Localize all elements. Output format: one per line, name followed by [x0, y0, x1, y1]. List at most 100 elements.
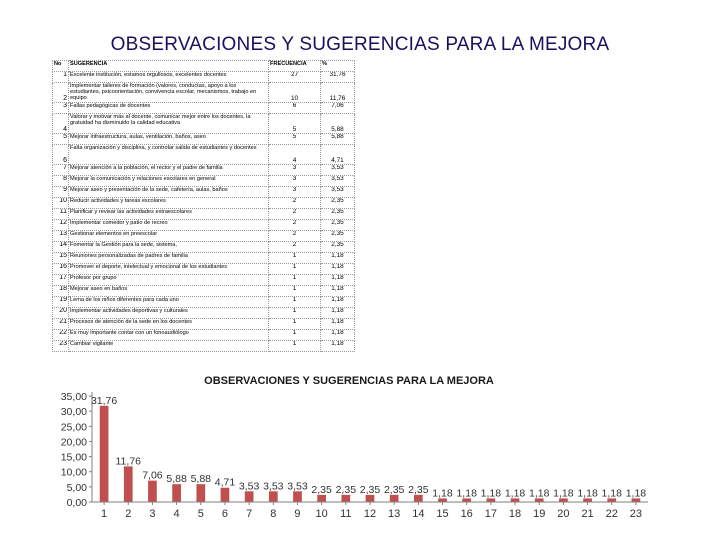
- bar-value-label: 1,18: [456, 487, 477, 499]
- row-number: 6: [52, 144, 69, 165]
- bar-value-label: 2,35: [311, 484, 332, 496]
- row-percentage: 4,71: [320, 144, 355, 165]
- row-frequency: 1: [268, 296, 321, 308]
- row-suggestion: Mejorar aseo en baños: [68, 285, 269, 297]
- row-frequency: 6: [268, 102, 321, 114]
- x-tick-label: 16: [461, 508, 473, 520]
- bar-20: [559, 498, 568, 502]
- table-row: 11 Planificar y revisar las actividades e…: [52, 208, 355, 220]
- bar-12: [365, 494, 375, 502]
- row-frequency: 2: [268, 208, 321, 220]
- row-percentage: 2,35: [320, 197, 355, 209]
- bar-22: [607, 498, 617, 502]
- row-frequency: 4: [268, 144, 321, 165]
- y-tick-label: 35,00: [61, 391, 87, 403]
- bar-value-label: 5,88: [191, 473, 212, 485]
- x-tick-label: 13: [388, 508, 400, 520]
- bar-value-label: 1,18: [626, 487, 647, 499]
- row-percentage: 1,18: [320, 285, 355, 297]
- row-number: 2: [52, 82, 69, 103]
- x-tick-label: 17: [485, 508, 497, 520]
- bar-value-label: 11,76: [116, 455, 142, 467]
- x-tick-label: 21: [581, 508, 593, 520]
- bar-19: [534, 498, 544, 502]
- row-percentage: 1,18: [320, 307, 355, 319]
- row-number: 13: [52, 230, 69, 242]
- row-percentage: 2,35: [320, 241, 355, 253]
- row-number: 15: [52, 252, 69, 264]
- suggestions-table-container: No SUGERENCIA FRECUENCIA % 1 Excelente in…: [52, 60, 355, 352]
- bar-16: [462, 498, 472, 502]
- table-row: 12 Implementar comedor y patio de recreo 2…: [52, 219, 355, 231]
- row-number: 9: [52, 186, 69, 198]
- y-tick-label: 0,00: [67, 497, 88, 509]
- row-suggestion: Profesor por grupo: [68, 274, 269, 286]
- row-number: 8: [52, 175, 69, 187]
- table-row: 23 Cambiar vigilante 1 1,18: [52, 340, 355, 352]
- row-frequency: 1: [268, 307, 321, 319]
- table-row: 10 Reducir actividades y tareas escolares…: [52, 197, 355, 209]
- row-number: 10: [52, 197, 69, 209]
- table-row: 15 Reuniones personalizadas de padres de …: [52, 252, 355, 264]
- bar-1: [99, 405, 109, 502]
- x-tick-label: 2: [125, 508, 131, 520]
- row-percentage: 1,18: [320, 252, 355, 264]
- row-suggestion: Reducir actividades y tareas escolares: [68, 197, 269, 209]
- row-frequency: 2: [268, 241, 321, 253]
- row-frequency: 1: [268, 274, 321, 286]
- bar-15: [438, 498, 447, 502]
- table-row: 5 Mejorar infraestructura, aulas, ventila…: [52, 133, 355, 145]
- row-percentage: 1,18: [320, 263, 355, 275]
- bar-18: [510, 498, 520, 502]
- row-frequency: 3: [268, 175, 321, 187]
- row-suggestion: Fomentar la Gestión para la sede, sistem…: [68, 241, 269, 253]
- x-tick-label: 18: [509, 508, 521, 520]
- bar-value-label: 1,18: [577, 487, 598, 499]
- row-frequency: 2: [268, 230, 321, 242]
- x-axis: 1 2 3 4 5 6 7 8 9 10 11 12 13 14 15 16 17 18 19 20 21 22 23: [92, 501, 648, 520]
- bar-value-label: 2,35: [384, 484, 405, 496]
- bar-value-label: 3,53: [287, 480, 308, 492]
- row-number: 18: [52, 285, 69, 297]
- bars-group: [99, 405, 641, 502]
- bar-6: [220, 487, 230, 502]
- row-suggestion: Es muy importante contar con un fonoaudi…: [68, 329, 269, 341]
- bar-9: [293, 491, 302, 502]
- x-tick-label: 19: [533, 508, 545, 520]
- row-percentage: 3,53: [320, 175, 355, 187]
- x-tick-label: 9: [294, 508, 300, 520]
- row-percentage: 2,35: [320, 219, 355, 231]
- bar-14: [413, 494, 423, 502]
- bar-value-label: 7,06: [142, 470, 163, 482]
- table-row: 4 Valorar y motivar más al docente, comun…: [52, 113, 355, 134]
- row-percentage: 3,53: [320, 164, 355, 176]
- row-suggestion: Implementar actividades deportivas y cul…: [68, 307, 269, 319]
- row-suggestion: Mejorar la comunicación y relaciones esc…: [68, 175, 269, 187]
- x-tick-label: 1: [101, 508, 107, 520]
- row-number: 7: [52, 164, 69, 176]
- bar-value-label: 2,35: [408, 484, 429, 496]
- x-tick-label: 23: [630, 508, 642, 520]
- table-row: 9 Mejorar aseo y presentación de la sede,…: [52, 186, 355, 198]
- table-row: 2 Implementar talleres de formación (valo…: [52, 82, 355, 103]
- row-number: 5: [52, 133, 69, 145]
- table-row: 16 Promover el deporte, intelectual y emo…: [52, 263, 355, 275]
- bar-8: [268, 491, 278, 502]
- x-tick-label: 14: [412, 508, 424, 520]
- y-axis: 0,00 5,00 10,00 15,00 20,00 25,00 30,00 35,00: [61, 391, 93, 509]
- bar-value-label: 31,76: [91, 395, 117, 407]
- row-suggestion: Implementar comedor y patio de recreo: [68, 219, 269, 231]
- y-tick-label: 25,00: [61, 421, 87, 433]
- row-number: 1: [52, 71, 69, 83]
- row-suggestion: Reuniones personalizadas de padres de fa…: [68, 252, 269, 264]
- y-tick-label: 10,00: [61, 467, 87, 479]
- bar-value-label: 1,18: [602, 487, 623, 499]
- row-suggestion: Mejorar infraestructura, aulas, ventilac…: [68, 133, 269, 145]
- row-percentage: 2,35: [320, 230, 355, 242]
- row-suggestion: Mejorar atención a la población, el rect…: [68, 164, 269, 176]
- bar-value-label: 3,53: [239, 480, 260, 492]
- bar-10: [317, 494, 327, 502]
- bar-17: [486, 498, 496, 502]
- table-row: 19 Lema de los niños diferentes para cada…: [52, 296, 355, 308]
- y-tick-label: 5,00: [67, 482, 88, 494]
